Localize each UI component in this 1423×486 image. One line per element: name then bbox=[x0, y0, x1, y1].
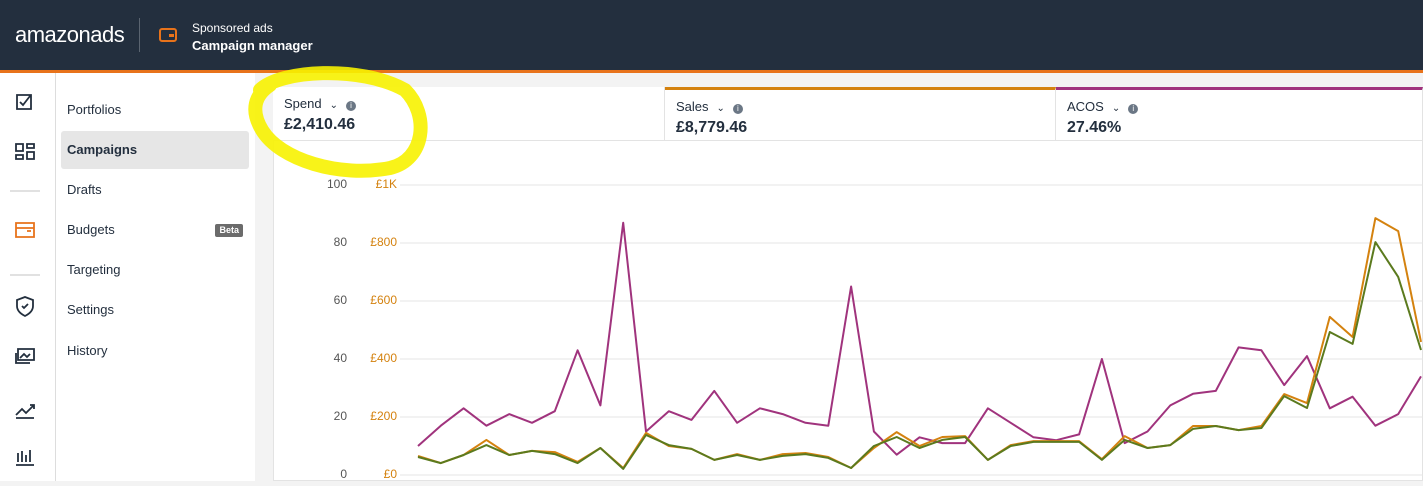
section-name: Sponsored ads bbox=[192, 21, 273, 35]
metric-card[interactable]: ACOS ⌄ i 27.46% bbox=[1056, 87, 1423, 141]
metric-label: Sales bbox=[676, 99, 709, 114]
icon[interactable] bbox=[15, 222, 35, 238]
y-tick-label: 0 bbox=[340, 467, 347, 481]
nav-item[interactable]: Budgets Beta bbox=[61, 211, 249, 249]
y2-tick-label: £800 bbox=[370, 235, 397, 249]
series-line bbox=[417, 217, 1422, 469]
nav-label: Targeting bbox=[67, 262, 121, 277]
nav-label: Budgets bbox=[67, 222, 115, 237]
dropdown: ⌄ bbox=[329, 100, 338, 111]
info-icon: i bbox=[1128, 104, 1139, 114]
metric-card[interactable]: Spend ⌄ i £2,410.46 bbox=[273, 87, 665, 141]
y-tick-label: 40 bbox=[334, 351, 348, 365]
chart-panel bbox=[273, 87, 1423, 481]
y2-tick-label: £600 bbox=[370, 293, 397, 307]
nav-item[interactable]: Settings bbox=[61, 291, 249, 329]
metric-label: Spend bbox=[284, 96, 322, 111]
metric-total: £2,410.46 bbox=[284, 116, 356, 133]
metric-name: Spend ⌄ i bbox=[284, 96, 356, 111]
dropdown: ⌄ bbox=[716, 103, 725, 114]
icon[interactable] bbox=[16, 94, 32, 110]
nav-item[interactable]: Drafts bbox=[61, 171, 249, 209]
logo[interactable]: amazonads bbox=[15, 22, 125, 48]
nav-item[interactable]: Targeting bbox=[61, 251, 249, 289]
y-tick-label: 100 bbox=[327, 177, 347, 191]
brand: amazon bbox=[15, 22, 91, 47]
nav-item[interactable]: Campaigns bbox=[61, 131, 249, 169]
icon[interactable] bbox=[16, 450, 34, 466]
wallet-icon bbox=[159, 28, 177, 42]
dropdown: ⌄ bbox=[1111, 103, 1121, 114]
page-name[interactable]: Campaign manager bbox=[192, 38, 313, 53]
y2-tick-label: £1K bbox=[376, 177, 397, 191]
badge: Beta bbox=[215, 224, 243, 237]
series-line bbox=[417, 221, 1422, 456]
icon[interactable] bbox=[16, 296, 34, 318]
nav-item[interactable]: History bbox=[61, 332, 249, 370]
chart: 0 20 40 60 80 100 £0 £200 £400 £600 £800 £1K bbox=[327, 177, 1423, 481]
rail-icons bbox=[10, 94, 40, 466]
brand-suffix: ads bbox=[90, 22, 125, 47]
nav-label: Portfolios bbox=[67, 102, 122, 117]
info-icon: i bbox=[732, 104, 743, 114]
y-tick-label: 60 bbox=[334, 293, 348, 307]
icon[interactable] bbox=[15, 348, 35, 364]
top-bar: amazonads Sponsored ads Campaign manager bbox=[0, 0, 1423, 73]
metric-label: ACOS bbox=[1067, 99, 1104, 114]
metric-name: Sales ⌄ i bbox=[676, 99, 743, 114]
icon-rail bbox=[0, 73, 56, 481]
nav-label: Settings bbox=[67, 302, 114, 317]
highlight-scribble bbox=[248, 66, 428, 178]
y-tick-label: 80 bbox=[334, 235, 348, 249]
nav-item[interactable]: Portfolios bbox=[61, 91, 249, 129]
metric-card[interactable]: Sales ⌄ i £8,779.46 bbox=[665, 87, 1056, 141]
icon[interactable] bbox=[15, 404, 35, 419]
metric-total: 27.46% bbox=[1067, 119, 1122, 136]
side-nav: Portfolios Campaigns Drafts Budgets Beta Targ… bbox=[56, 73, 255, 481]
nav-label: History bbox=[67, 343, 108, 358]
icon[interactable] bbox=[15, 143, 35, 160]
nav-label: Drafts bbox=[67, 182, 102, 197]
series-line bbox=[417, 241, 1422, 470]
nav-label: Campaigns bbox=[67, 142, 138, 157]
metric-total: £8,779.46 bbox=[676, 119, 748, 136]
divider bbox=[139, 18, 140, 52]
y2-tick-label: £400 bbox=[370, 351, 397, 365]
y2-tick-label: £200 bbox=[370, 409, 397, 423]
y-tick-label: 20 bbox=[334, 409, 348, 423]
info-icon: i bbox=[345, 101, 356, 111]
y2-tick-label: £0 bbox=[384, 467, 398, 481]
metric-name: ACOS ⌄ i bbox=[1067, 99, 1139, 114]
